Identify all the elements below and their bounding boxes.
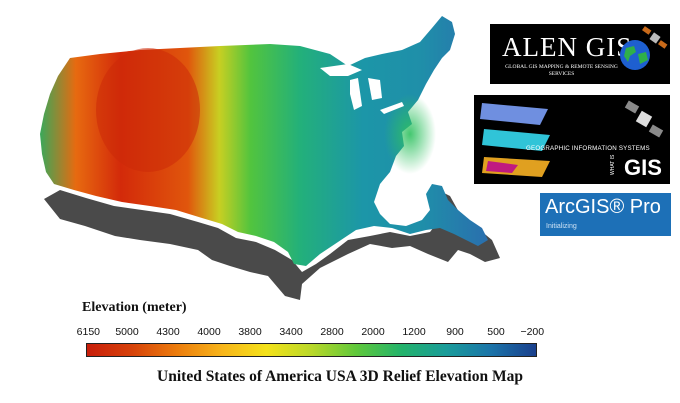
legend-tick-label: 500 xyxy=(487,326,505,338)
legend-tick-label: −200 xyxy=(520,326,545,338)
gis-layers-icon xyxy=(480,103,550,177)
map-shadow xyxy=(44,190,500,300)
satellite-icon xyxy=(624,100,664,138)
legend-tick-label: 2000 xyxy=(361,326,385,338)
legend-tick-label: 900 xyxy=(446,326,464,338)
lake-michigan xyxy=(350,78,362,110)
alen-gis-subtitle: GLOBAL GIS MAPPING & REMOTE SENSING SERV… xyxy=(505,64,618,77)
lake-huron xyxy=(368,78,382,100)
legend-tick-label: 3800 xyxy=(238,326,262,338)
alen-gis-logo: ALEN GIS GLOBAL GIS MAPPING & REMOTE SEN… xyxy=(490,24,670,84)
usa-relief-map xyxy=(40,16,500,300)
legend-tick-label: 6150 xyxy=(76,326,101,338)
geographic-information-systems-text: GEOGRAPHIC INFORMATION SYSTEMS xyxy=(526,145,650,152)
what-is-text: WHAT IS xyxy=(610,154,616,175)
legend-title: Elevation (meter) xyxy=(82,300,187,315)
what-is-gis-logo: GEOGRAPHIC INFORMATION SYSTEMS WHAT IS G… xyxy=(474,95,670,184)
legend-tick-label: 2800 xyxy=(320,326,344,338)
map-caption: United States of America USA 3D Relief E… xyxy=(157,368,523,385)
rocky-mountain-highlands xyxy=(96,48,200,172)
gis-text: GIS xyxy=(624,155,662,180)
elevation-colorbar xyxy=(86,343,537,357)
legend-tick-label: 4300 xyxy=(156,326,180,338)
satellite-icon xyxy=(642,26,668,49)
globe-icon xyxy=(620,40,650,70)
arcgis-pro-logo: ArcGIS® Pro Initializing xyxy=(540,193,671,236)
lake-erie xyxy=(380,102,404,114)
lake-superior xyxy=(320,64,362,76)
legend-tick-labels: 6150 5000 4300 4000 3800 3400 2800 2000 1200 900 5… xyxy=(77,326,545,342)
legend-tick-label: 3400 xyxy=(279,326,303,338)
alen-gis-title: ALEN GIS xyxy=(502,32,633,62)
arcgis-pro-title: ArcGIS® Pro xyxy=(545,196,661,218)
legend-tick-label: 5000 xyxy=(115,326,139,338)
arcgis-status-text: Initializing xyxy=(546,223,577,230)
legend-tick-label: 1200 xyxy=(402,326,426,338)
appalachian-highlands xyxy=(384,94,436,174)
legend-tick-label: 4000 xyxy=(197,326,221,338)
